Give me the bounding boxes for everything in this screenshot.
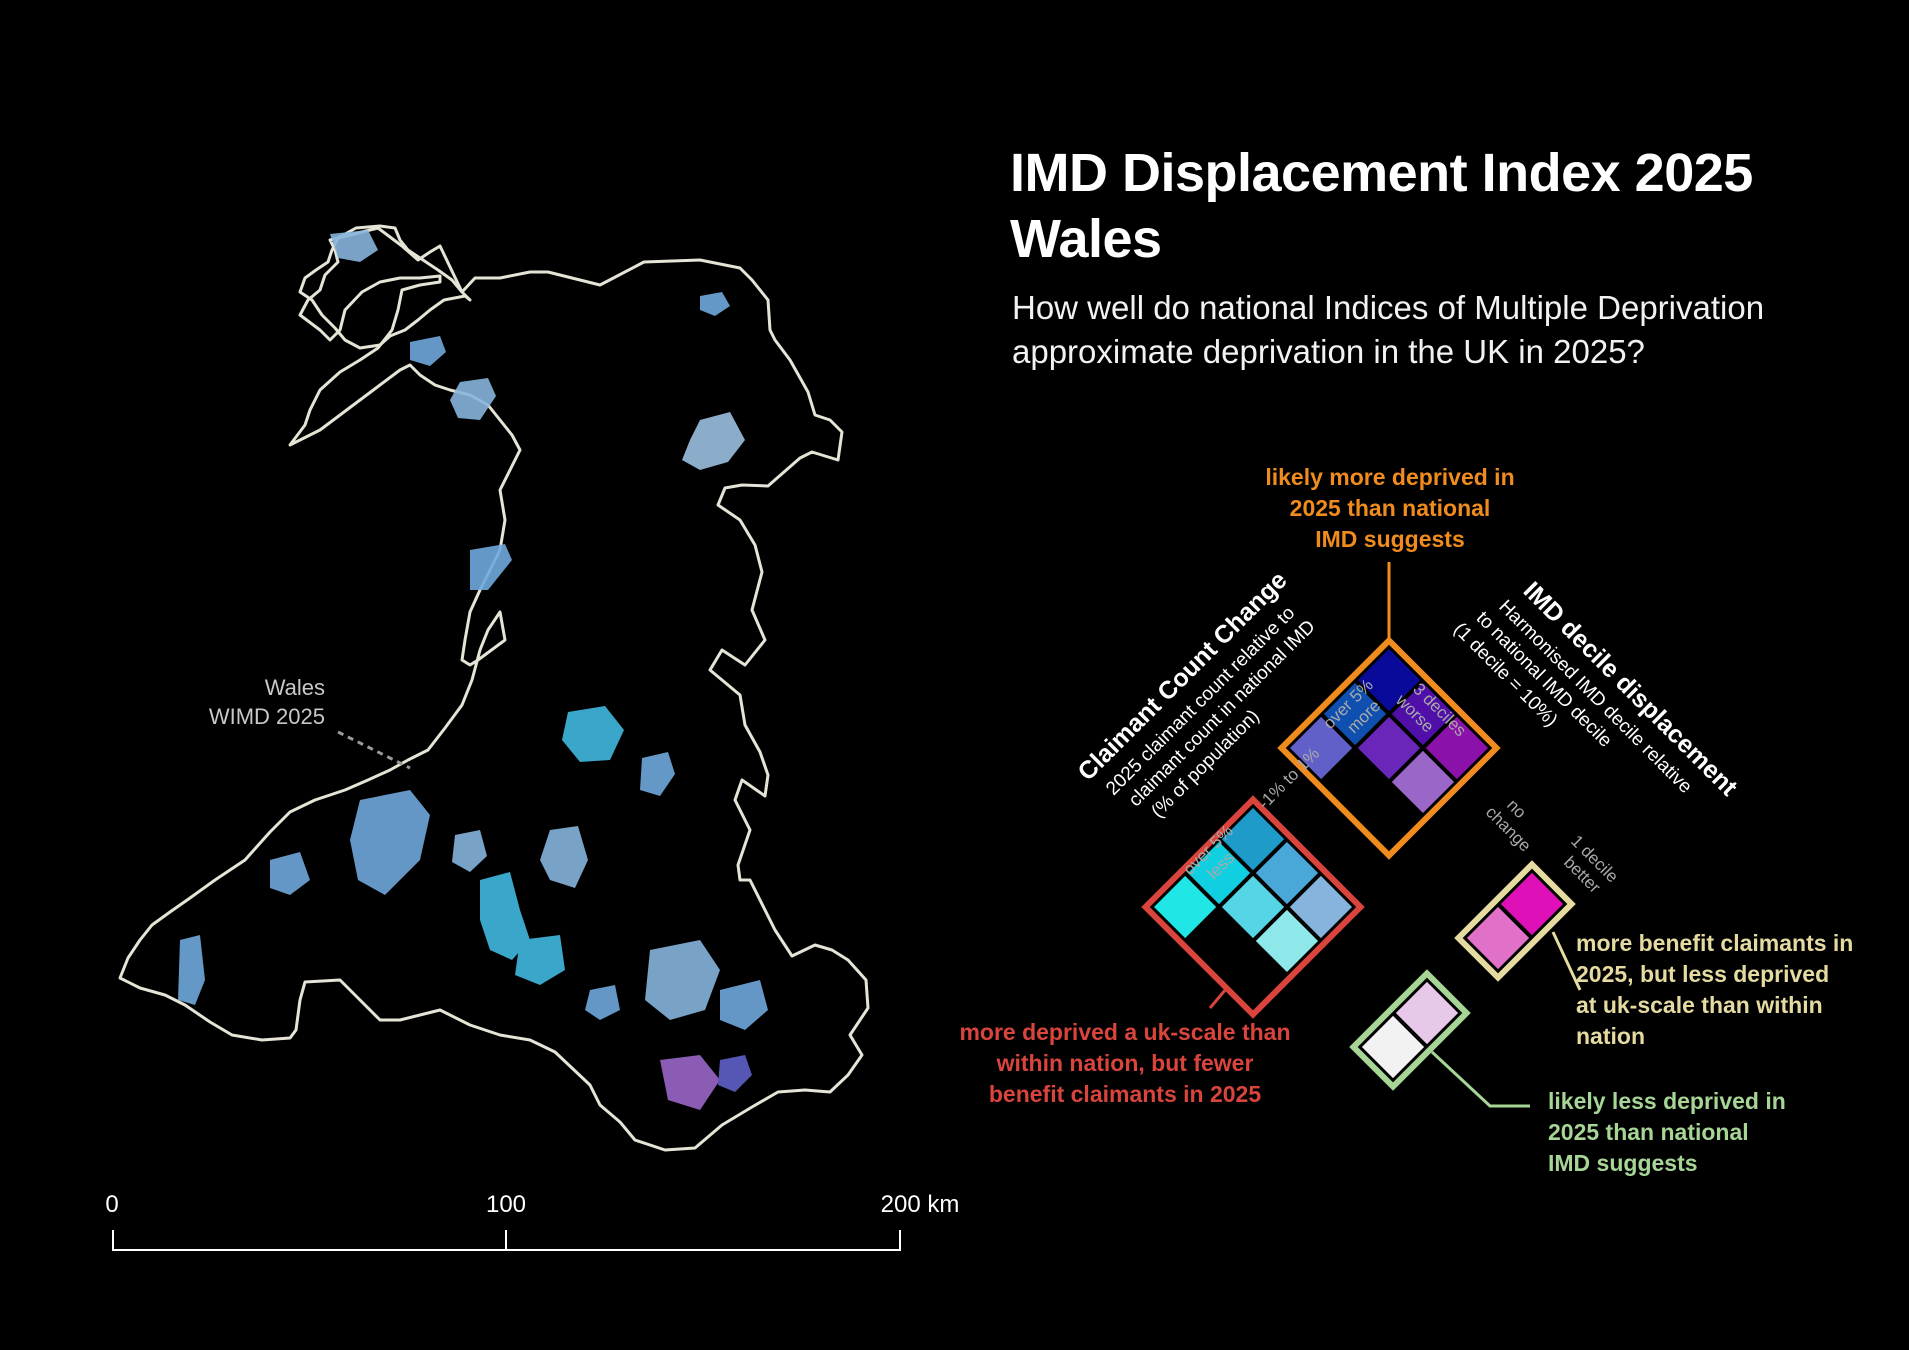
axis-right-desc-2: to national IMD decile bbox=[1472, 608, 1616, 752]
patch-valleys-b bbox=[720, 980, 768, 1030]
patch-conwy bbox=[700, 292, 730, 316]
annotation-right-line-2: 2025, but less deprived bbox=[1576, 961, 1830, 987]
annotation-bottom: likely less deprived in 2025 than nation… bbox=[1548, 1086, 1848, 1179]
annotation-top-line-1: likely more deprived in bbox=[1265, 464, 1515, 490]
annotation-right-line-3: at uk-scale than within bbox=[1576, 992, 1823, 1018]
subtitle-line-2: approximate deprivation in the UK in 202… bbox=[1012, 333, 1645, 370]
grid-right-frame bbox=[1454, 860, 1576, 982]
patch-south-1 bbox=[480, 872, 530, 960]
patch-bangor bbox=[450, 378, 496, 420]
annotation-right-line-4: nation bbox=[1576, 1023, 1645, 1049]
region-label-line-1: Wales bbox=[265, 675, 325, 700]
annotation-left-line-3: benefit claimants in 2025 bbox=[988, 1081, 1262, 1107]
grid-top-cell-6 bbox=[1290, 716, 1353, 780]
region-label-line-2: WIMD 2025 bbox=[209, 704, 325, 729]
patch-cardiff bbox=[660, 1055, 720, 1110]
patch-mid-3 bbox=[452, 830, 487, 872]
patch-swansea-a bbox=[270, 852, 310, 895]
grid-top-cell-2 bbox=[1425, 716, 1488, 780]
annotation-right: more benefit claimants in 2025, but less… bbox=[1576, 928, 1896, 1052]
annotation-right-line-1: more benefit claimants in bbox=[1576, 930, 1854, 956]
patch-pembroke bbox=[178, 935, 205, 1005]
annotation-top-line-3: IMD suggests bbox=[1315, 526, 1465, 552]
patch-valleys-a bbox=[645, 940, 720, 1020]
leader-right bbox=[1551, 931, 1582, 991]
patch-carmarthen bbox=[350, 790, 430, 895]
patch-denbigh bbox=[682, 412, 745, 470]
patch-mid-1 bbox=[562, 706, 624, 762]
annotation-bottom-line-1: likely less deprived in bbox=[1548, 1088, 1786, 1114]
patch-coast-1 bbox=[470, 544, 512, 590]
annotation-top-line-2: 2025 than national bbox=[1289, 495, 1491, 521]
patch-south-2 bbox=[515, 935, 565, 985]
grid-left-cell-6 bbox=[1154, 875, 1217, 939]
annotation-left: more deprived a uk-scale than within nat… bbox=[930, 1017, 1320, 1110]
annotation-bottom-line-3: IMD suggests bbox=[1548, 1150, 1698, 1176]
scale-tick-0: 0 bbox=[105, 1191, 118, 1218]
patch-newport bbox=[718, 1055, 752, 1092]
scale-tick-100: 100 bbox=[486, 1191, 526, 1218]
annotation-top: likely more deprived in 2025 than nation… bbox=[1240, 462, 1540, 555]
wales-outline bbox=[118, 226, 870, 1152]
patch-anglesey bbox=[330, 230, 378, 262]
scale-bar-line bbox=[112, 1230, 901, 1251]
region-label: Wales WIMD 2025 bbox=[209, 675, 411, 770]
scale-tick-200: 200 km bbox=[881, 1191, 960, 1218]
region-label-leader bbox=[337, 730, 411, 770]
wales-map bbox=[118, 224, 870, 1152]
legend-grid-bottom bbox=[1349, 969, 1471, 1091]
title-line-2: Wales bbox=[1010, 209, 1162, 269]
patch-mid-2 bbox=[640, 752, 675, 796]
grid-left-cell-2 bbox=[1289, 875, 1352, 939]
title-line-1: IMD Displacement Index 2025 bbox=[1010, 143, 1753, 203]
legend-grid-top bbox=[1277, 636, 1501, 860]
subtitle-line-1: How well do national Indices of Multiple… bbox=[1012, 289, 1765, 326]
legend-grid-left bbox=[1141, 795, 1365, 1019]
patch-south-3 bbox=[585, 985, 620, 1020]
patch-mid-4 bbox=[540, 826, 588, 888]
page-title: IMD Displacement Index 2025 Wales bbox=[1010, 140, 1870, 272]
axis-left: Claimant Count Change 2025 claimant coun… bbox=[1072, 566, 1319, 822]
anglesey-outline bbox=[298, 224, 472, 350]
scale-bar: 0 100 200 km bbox=[105, 1191, 960, 1251]
leader-bottom bbox=[1430, 1050, 1530, 1108]
map-patches bbox=[178, 230, 768, 1110]
legend-grid-right bbox=[1454, 860, 1576, 982]
annotation-left-line-1: more deprived a uk-scale than bbox=[959, 1019, 1291, 1045]
annotation-left-line-2: within nation, but fewer bbox=[996, 1050, 1254, 1076]
page-subtitle: How well do national Indices of Multiple… bbox=[1012, 286, 1872, 374]
patch-caernarfon bbox=[410, 336, 446, 366]
annotation-bottom-line-2: 2025 than national bbox=[1548, 1119, 1749, 1145]
